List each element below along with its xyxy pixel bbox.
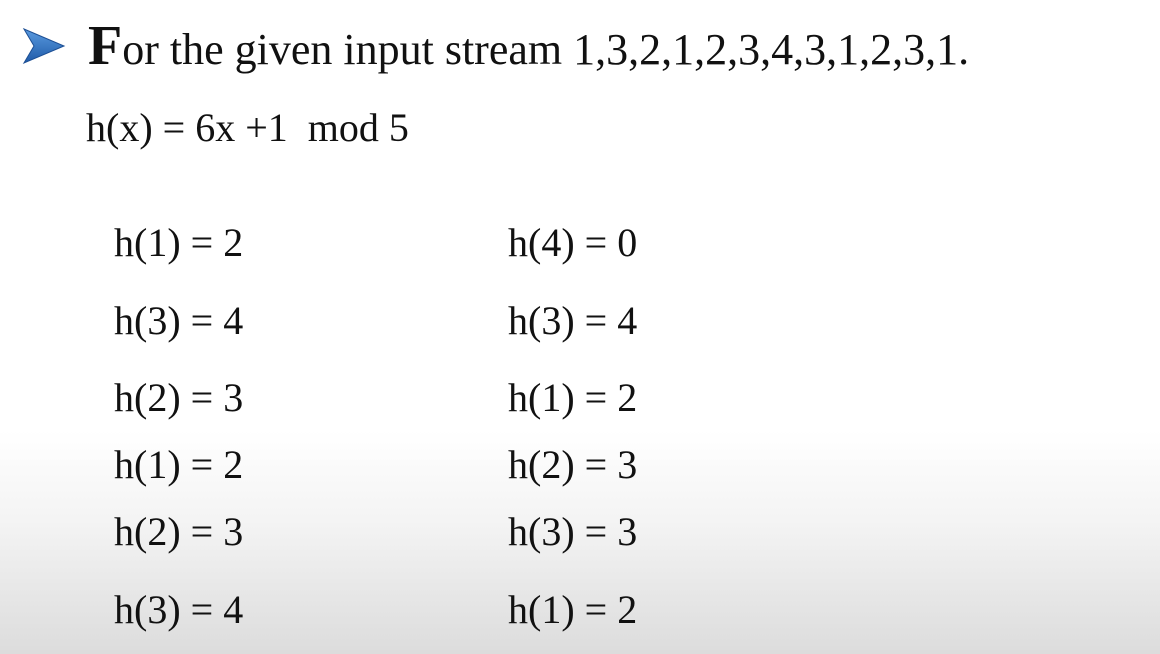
left-equation-4: h(1) = 2: [114, 442, 244, 487]
right-equation-6: h(1) = 2: [508, 587, 638, 632]
left-equation-2: h(3) = 4: [114, 298, 244, 343]
left-equation-5: h(2) = 3: [114, 509, 244, 554]
right-equation-5: h(3) = 3: [508, 509, 638, 554]
heading-first-letter: F: [88, 15, 123, 77]
heading-text: or the given input stream 1,3,2,1,2,3,4,…: [122, 25, 970, 74]
right-equation-2: h(3) = 4: [508, 298, 638, 343]
left-equation-6: h(3) = 4: [114, 587, 244, 632]
left-equation-3: h(2) = 3: [114, 375, 244, 420]
right-equation-3: h(1) = 2: [508, 375, 638, 420]
hash-function-formula: h(x) = 6x +1 mod 5: [86, 105, 409, 150]
right-equation-1: h(4) = 0: [508, 220, 638, 265]
slide-heading: For the given input stream 1,3,2,1,2,3,4…: [88, 14, 969, 82]
right-equation-4: h(2) = 3: [508, 442, 638, 487]
arrow-bullet-icon: [22, 27, 66, 65]
left-equation-1: h(1) = 2: [114, 220, 244, 265]
